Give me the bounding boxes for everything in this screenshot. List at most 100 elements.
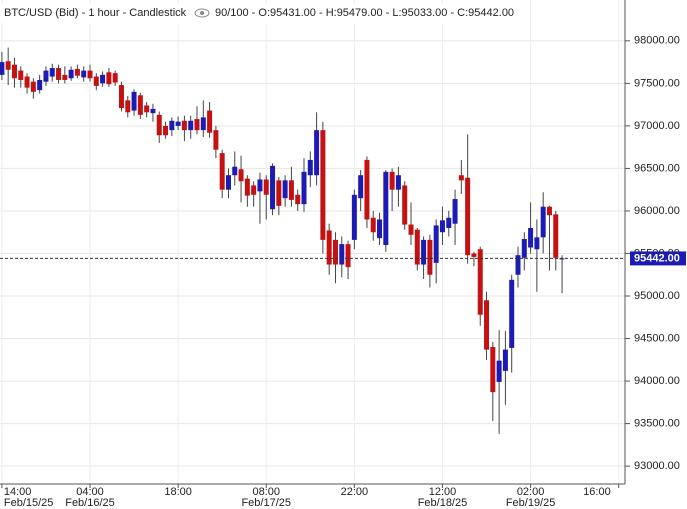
candle-body bbox=[270, 165, 276, 210]
x-tick-label: 14:00 bbox=[4, 486, 32, 498]
candle-body bbox=[364, 159, 370, 220]
candle-body bbox=[144, 105, 150, 113]
header-bg bbox=[0, 3, 520, 23]
candle-body bbox=[546, 206, 552, 216]
candle-body bbox=[383, 171, 389, 245]
x-date-label: Feb/18/25 bbox=[418, 497, 468, 509]
candle-body bbox=[81, 70, 87, 78]
y-tick-label: 96500.00 bbox=[634, 162, 680, 174]
x-date-label: Feb/17/25 bbox=[241, 497, 291, 509]
candle-body bbox=[49, 68, 55, 77]
candle-body bbox=[263, 179, 269, 195]
y-tick-label: 93500.00 bbox=[634, 418, 680, 430]
candle-body bbox=[320, 130, 326, 240]
candle-body bbox=[345, 244, 351, 268]
x-date-label: Feb/19/25 bbox=[506, 497, 556, 509]
x-tick-label: 18:00 bbox=[164, 486, 192, 498]
y-tick-label: 97500.00 bbox=[634, 77, 680, 89]
candle-body bbox=[446, 217, 452, 228]
candle-body bbox=[377, 219, 383, 239]
eye-icon bbox=[194, 8, 210, 18]
candle-body bbox=[5, 61, 11, 70]
candles bbox=[0, 47, 565, 434]
candle-body bbox=[244, 178, 250, 196]
overlay: 93000.00 93500.00 94000.00 94500.00 95000.00… bbox=[0, 35, 686, 509]
candle-body bbox=[238, 169, 244, 182]
candle-body bbox=[433, 225, 439, 263]
candle-body bbox=[288, 180, 294, 200]
candle-body bbox=[421, 239, 427, 265]
candle-body bbox=[477, 249, 483, 315]
y-tick-label: 96000.00 bbox=[634, 205, 680, 217]
candle-body bbox=[181, 120, 187, 131]
candle-body bbox=[37, 79, 43, 91]
chart-title: BTC/USD (Bid) - 1 hour - Candlestick bbox=[4, 7, 187, 19]
candle-body bbox=[427, 239, 433, 275]
candle-body bbox=[93, 76, 99, 86]
candle-body bbox=[314, 130, 320, 176]
candle-body bbox=[213, 130, 219, 150]
candle-body bbox=[188, 120, 194, 131]
candle-body bbox=[408, 224, 414, 235]
candle-body bbox=[515, 255, 521, 275]
x-tick-label: 16:00 bbox=[583, 486, 611, 498]
candle-body bbox=[295, 194, 301, 205]
candle-body bbox=[156, 114, 162, 136]
candle-body bbox=[414, 229, 420, 265]
candle-body bbox=[137, 95, 143, 115]
y-tick-label: 97000.00 bbox=[634, 120, 680, 132]
candle-body bbox=[326, 230, 332, 265]
y-tick-label: 94500.00 bbox=[634, 332, 680, 344]
candle-body bbox=[43, 70, 49, 82]
candle-body bbox=[458, 175, 464, 181]
candle-body bbox=[0, 62, 5, 75]
candle-body bbox=[68, 69, 74, 79]
candle-body bbox=[118, 85, 124, 109]
candle-body bbox=[207, 110, 213, 133]
candle-body bbox=[169, 120, 175, 131]
candle-body bbox=[282, 180, 288, 199]
candle-body bbox=[150, 108, 156, 114]
candle-body bbox=[11, 64, 17, 79]
header-info: 90/100 - O:95431.00 - H:95479.00 - L:950… bbox=[215, 7, 514, 19]
candle-body bbox=[534, 237, 540, 250]
candle-body bbox=[74, 68, 80, 76]
candle-body bbox=[439, 220, 445, 233]
candle-body bbox=[200, 117, 206, 131]
candle-body bbox=[87, 70, 93, 79]
candle-body bbox=[395, 175, 401, 190]
candle-body bbox=[465, 177, 471, 256]
candle-body bbox=[484, 300, 490, 350]
candle-body bbox=[257, 179, 263, 192]
x-tick-label: 22:00 bbox=[341, 486, 369, 498]
candle-body bbox=[490, 347, 496, 393]
candle-body bbox=[307, 159, 313, 176]
candle-body bbox=[471, 253, 477, 257]
candle-body bbox=[496, 360, 502, 382]
candle-body bbox=[301, 171, 307, 205]
candle-body bbox=[163, 125, 169, 136]
x-date-label: Feb/16/25 bbox=[65, 497, 115, 509]
candle-body bbox=[452, 199, 458, 224]
x-tick-label: 04:00 bbox=[76, 486, 104, 498]
candle-body bbox=[175, 121, 181, 126]
candle-body bbox=[339, 244, 345, 265]
candle-body bbox=[18, 70, 24, 80]
candle-body bbox=[112, 73, 118, 83]
candle-body bbox=[370, 217, 376, 233]
candle-body bbox=[402, 185, 408, 225]
candle-body bbox=[540, 206, 546, 238]
candle-body bbox=[100, 74, 106, 84]
candle-body bbox=[131, 91, 137, 111]
candle-body bbox=[358, 175, 364, 199]
candle-body bbox=[24, 76, 30, 88]
candle-body bbox=[553, 214, 559, 258]
candle-body bbox=[232, 166, 238, 176]
candle-body bbox=[106, 72, 112, 85]
candle-body bbox=[351, 194, 357, 240]
price-tag-label: 95442.00 bbox=[634, 252, 680, 264]
candle-body bbox=[509, 279, 515, 348]
x-tick-label: 02:00 bbox=[517, 486, 545, 498]
candle-body bbox=[389, 171, 395, 190]
